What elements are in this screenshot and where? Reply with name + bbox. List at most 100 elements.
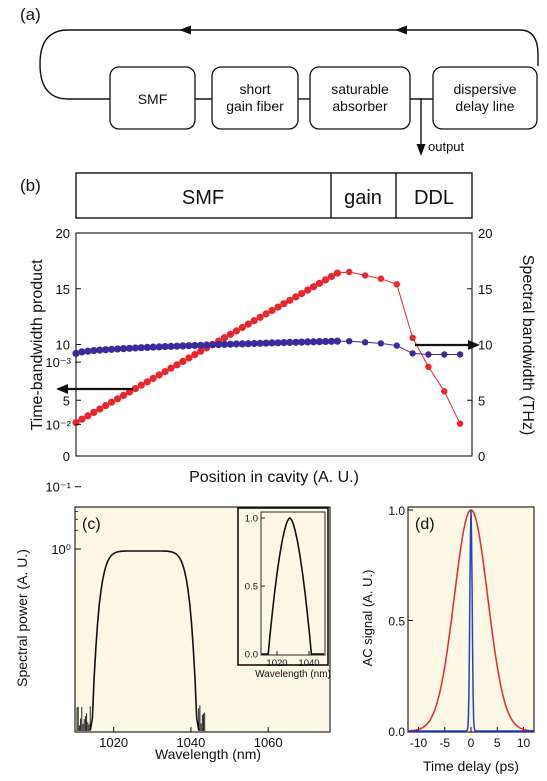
inset-xtick-label: 1020 xyxy=(266,658,287,669)
plot-b-series-1-point xyxy=(425,351,432,358)
plot-d-blue-trace xyxy=(408,509,534,732)
plot-b-series-1-point xyxy=(250,339,258,348)
segment-smf: SMF xyxy=(182,187,224,209)
plot-b-series-1-point xyxy=(215,341,223,349)
plot-b-series-0-point xyxy=(346,268,353,276)
plot-b-series-0-point xyxy=(114,395,122,403)
plot-c-ticks: 1020 1040 1060 10⁻³ 10⁻² 10⁻¹ 10⁰ xyxy=(45,355,282,750)
plot-b-series-0-point xyxy=(274,303,282,311)
plot-b-series-1-point xyxy=(321,337,330,346)
plot-b-series-1-point xyxy=(361,339,369,346)
plot-b-series-0-point xyxy=(137,381,145,389)
plot-b-series-0-point xyxy=(149,374,157,382)
panel-b: (b) SMF gain DDL 0 5 10 15 20 0 5 10 15 20 Time-b… xyxy=(20,172,536,486)
plot-b-series-0-point xyxy=(315,279,324,287)
inset-frame xyxy=(260,511,326,656)
plot-b-series-0-point xyxy=(256,313,264,321)
loop-path xyxy=(39,29,539,100)
plot-b-series-1-point xyxy=(220,340,229,348)
plot-b-ylabel-right: Spectral bandwidth (THz) xyxy=(519,255,536,436)
plot-b-series-0-point xyxy=(244,320,252,328)
output-label: output xyxy=(428,139,465,154)
plot-b-series-0-point xyxy=(310,283,318,291)
plot-b-y2tick-label: 0 xyxy=(478,449,485,464)
segment-gain: gain xyxy=(344,187,382,209)
segment-bar xyxy=(75,172,473,219)
plot-c-ytick-label: 10⁻¹ xyxy=(45,480,71,495)
plot-b-series-1-point xyxy=(377,340,385,347)
plot-c-xlabel: Wavelength (nm) xyxy=(155,746,261,762)
plot-b-series-1-point xyxy=(256,339,264,347)
plot-d-ylabel: AC signal (A. U.) xyxy=(360,570,375,667)
plot-b-series-0-point xyxy=(298,289,306,298)
plot-b-series-0-point xyxy=(191,351,199,359)
panel-d: -10 -5 0 5 10 0.0 0.5 1.0 (d) AC signal (A. U.)… xyxy=(360,504,535,774)
plot-d-xtick-label: -10 xyxy=(410,736,428,750)
plot-b-y2tick-label: 5 xyxy=(478,393,485,408)
plot-b-series-1-point xyxy=(292,338,300,346)
plot-b-series-1-point xyxy=(393,342,400,349)
plot-b-series-1-point xyxy=(327,337,335,345)
plot-b-ytick-label: 10 xyxy=(56,338,70,353)
plot-b-y2tick-label: 10 xyxy=(478,338,492,353)
plot-b-series-0-point xyxy=(425,363,432,370)
plot-b-series-1-point xyxy=(274,339,282,347)
box-smf-label: SMF xyxy=(138,91,168,107)
plot-c-ylabel: Spectral power (A. U.) xyxy=(14,549,30,687)
plot-b-series xyxy=(72,268,464,427)
plot-b-ytick-label: 5 xyxy=(63,393,70,408)
plot-c-xtick-label: 1020 xyxy=(99,735,128,750)
plot-b-series-0-point xyxy=(268,306,276,315)
panel-d-label: (d) xyxy=(415,516,435,533)
plot-c-ytick-label: 10⁻² xyxy=(45,417,71,432)
plot-b-series-1-point xyxy=(226,340,234,348)
inset-xtick-label: 1040 xyxy=(298,658,319,669)
box-gain-label: short gain fiber xyxy=(226,81,284,114)
box-ddl xyxy=(432,66,538,130)
plot-d-xlabel: Time delay (ps) xyxy=(423,758,519,774)
plot-b-series-0-point xyxy=(161,368,169,376)
plot-c-ytick-label: 10⁻³ xyxy=(45,355,71,370)
plot-b-series-1-point xyxy=(304,338,312,346)
plot-b-series-1-point xyxy=(90,347,98,355)
plot-b-series-1-point xyxy=(125,344,134,352)
plot-b-series-0-point xyxy=(333,269,341,277)
plot-b-series-1-point xyxy=(209,341,217,349)
plot-b-series-0-point xyxy=(220,334,229,342)
plot-b-series-0-point xyxy=(185,354,193,362)
plot-d-ytick-label: 0.0 xyxy=(388,725,405,739)
plot-b-series-0-point xyxy=(409,334,416,341)
plot-b-series-1-point xyxy=(191,341,199,350)
plot-d-ytick-label: 0.5 xyxy=(388,615,405,629)
panel-a: (a) SMF short gain fiber saturable absorbe… xyxy=(20,5,539,156)
plot-d-xtick-label: 5 xyxy=(494,736,501,750)
plot-b-series-0-point xyxy=(238,323,246,332)
output-arrow xyxy=(416,144,426,156)
plot-b-series-0-point xyxy=(226,330,234,338)
plot-b-series-1-point xyxy=(280,339,288,347)
inset-xlabel: Wavelength (nm) xyxy=(255,669,331,680)
plot-d-xtick-label: -5 xyxy=(439,736,450,750)
inset-ticks: 0.0 0.5 1.0 1020 1040 xyxy=(245,514,320,670)
plot-b-series-0-point xyxy=(143,378,151,386)
plot-b-series-0-point xyxy=(250,317,258,325)
panel-c: 1020 1040 1060 10⁻³ 10⁻² 10⁻¹ 10⁰ (c) Spectral… xyxy=(14,355,331,762)
plot-c-ytick-label: 10⁰ xyxy=(51,542,71,557)
right-axis-arrowhead xyxy=(468,340,480,350)
plot-b-series-1-point xyxy=(114,345,122,353)
plot-d-ytick-label: 1.0 xyxy=(388,504,405,518)
plot-b-series-0-point xyxy=(232,327,240,335)
plot-b-series-1-point xyxy=(131,344,139,352)
plot-c-spectrum-line xyxy=(89,550,200,731)
plot-b-series-1-point xyxy=(238,340,246,348)
loop-arrow-right xyxy=(395,25,407,35)
plot-b-series-1-point xyxy=(137,344,145,352)
box-ddl-label: dispersive delay line xyxy=(453,81,516,114)
plot-b-series-1-point xyxy=(167,342,175,350)
plot-b-series-1-point xyxy=(96,346,104,354)
plot-b-series-1-point xyxy=(143,343,151,351)
plot-b-series-0-point xyxy=(280,300,288,308)
inset-ytick-label: 0.5 xyxy=(245,582,258,593)
plot-b-series-1-point xyxy=(262,339,270,347)
plot-b-series-1-point xyxy=(149,343,157,351)
